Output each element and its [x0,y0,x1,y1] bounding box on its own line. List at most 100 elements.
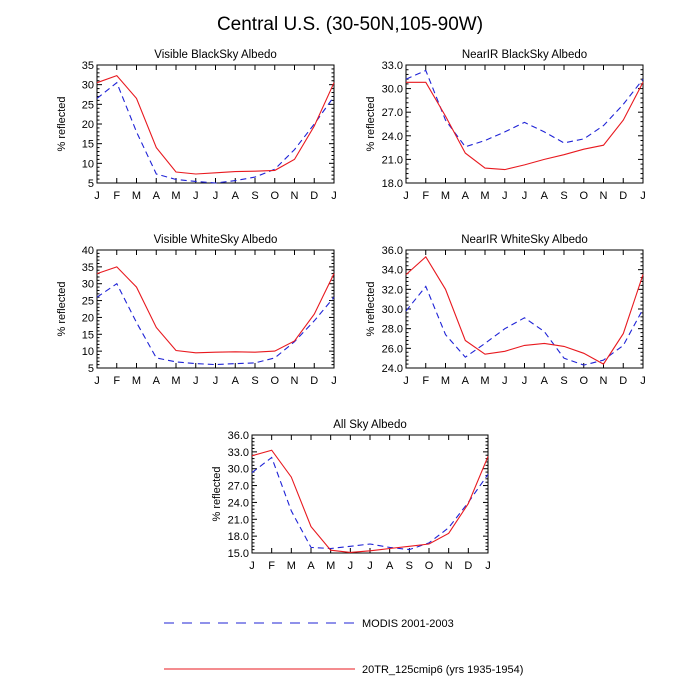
x-tick-label: M [441,190,450,202]
legend-label-modis: MODIS 2001-2003 [362,618,454,630]
chart-panel-4: NearIR WhiteSky Albedo 24.0 26.0 28.0 30.0 32… [365,234,646,387]
x-tick-label: J [502,375,508,387]
x-tick-label: M [326,560,335,572]
x-tick-label: J [331,190,337,202]
x-tick-label: D [619,375,627,387]
y-tick-label: 21.0 [228,514,249,526]
plot-frame [251,434,489,554]
y-tick-label: 35 [82,60,94,72]
series-line-modis [96,81,335,184]
x-tick-label: J [249,560,255,572]
y-tick-label: 15.0 [228,548,249,560]
plot-frame [96,249,335,369]
x-tick-label: O [579,375,588,387]
x-tick-label: M [287,560,296,572]
x-tick-label: A [307,560,315,572]
x-tick-label: J [522,375,528,387]
series-line-model [405,256,644,365]
y-tick-label: 32.0 [382,284,403,296]
y-tick-label: 5 [88,178,94,190]
y-axis-label: % reflected [365,281,377,336]
x-tick-label: M [480,375,489,387]
chart-panel-2: NearIR BlackSky Albedo 18.0 21.0 24.0 27.0 30… [365,49,646,202]
y-tick-label: 21.0 [382,154,403,166]
series-line-modis [96,282,335,366]
x-tick-label: M [171,375,180,387]
x-tick-label: J [403,190,409,202]
x-tick-label: O [270,190,279,202]
x-tick-label: O [270,375,279,387]
y-tick-label: 15 [82,139,94,151]
y-axis-label: % reflected [365,96,377,151]
x-tick-label: O [425,560,434,572]
x-tick-label: J [193,190,199,202]
x-tick-label: J [502,190,508,202]
x-tick-label: A [153,190,161,202]
x-tick-label: D [310,375,318,387]
y-tick-label: 10 [82,158,94,170]
y-tick-label: 24.0 [382,131,403,143]
y-tick-label: 34.0 [382,265,403,277]
x-tick-label: J [94,375,100,387]
x-tick-label: A [541,190,549,202]
x-tick-label: D [310,190,318,202]
x-tick-label: F [268,560,275,572]
panel-title: NearIR WhiteSky Albedo [461,234,588,246]
y-tick-label: 20 [82,119,94,131]
legend-label-model: 20TR_125cmip6 (yrs 1935-1954) [362,664,523,676]
y-tick-label: 35 [82,262,94,274]
x-tick-label: A [153,375,161,387]
x-tick-label: J [367,560,373,572]
x-tick-label: D [464,560,472,572]
x-tick-label: M [480,190,489,202]
x-tick-label: S [406,560,413,572]
chart-panel-3: Visible WhiteSky Albedo 5 10 15 20 25 30 35 40 J F… [56,234,337,387]
y-tick-label: 30.0 [228,464,249,476]
y-tick-label: 5 [88,363,94,375]
series-line-modis [405,285,644,366]
x-tick-label: J [213,375,219,387]
y-tick-label: 24.0 [228,497,249,509]
x-tick-label: A [232,190,240,202]
y-tick-label: 25 [82,296,94,308]
x-tick-label: J [94,190,100,202]
x-tick-label: J [485,560,491,572]
panel-title: Visible WhiteSky Albedo [154,234,278,246]
y-axis-label: % reflected [56,281,68,336]
x-tick-label: J [403,375,409,387]
x-tick-label: A [462,190,470,202]
y-tick-label: 25 [82,99,94,111]
x-tick-label: M [132,375,141,387]
chart-panel-5: All Sky Albedo 15.0 18.0 21.0 24.0 27.0 30.0 33… [211,419,491,572]
plot-frame [96,64,335,184]
y-tick-label: 36.0 [382,245,403,257]
panel-title: All Sky Albedo [333,419,407,431]
y-tick-label: 30 [82,279,94,291]
y-tick-label: 15 [82,329,94,341]
x-tick-label: N [291,375,299,387]
y-tick-label: 40 [82,245,94,257]
x-tick-label: S [251,190,258,202]
panel-title: Visible BlackSky Albedo [154,49,277,61]
x-tick-label: F [113,190,120,202]
y-tick-label: 30.0 [382,304,403,316]
series-line-model [96,266,335,354]
y-tick-label: 33.0 [382,60,403,72]
y-axis-label: % reflected [56,96,68,151]
x-tick-label: S [560,190,567,202]
y-tick-label: 30 [82,80,94,92]
x-tick-label: S [560,375,567,387]
y-tick-label: 27.0 [382,107,403,119]
x-tick-label: A [462,375,470,387]
figure-title: Central U.S. (30-50N,105-90W) [217,14,483,35]
y-tick-label: 26.0 [382,343,403,355]
x-tick-label: N [600,190,608,202]
y-tick-label: 30.0 [382,84,403,96]
x-tick-label: M [171,190,180,202]
x-tick-label: M [132,190,141,202]
y-tick-label: 10 [82,346,94,358]
x-tick-label: D [619,190,627,202]
y-tick-label: 33.0 [228,447,249,459]
